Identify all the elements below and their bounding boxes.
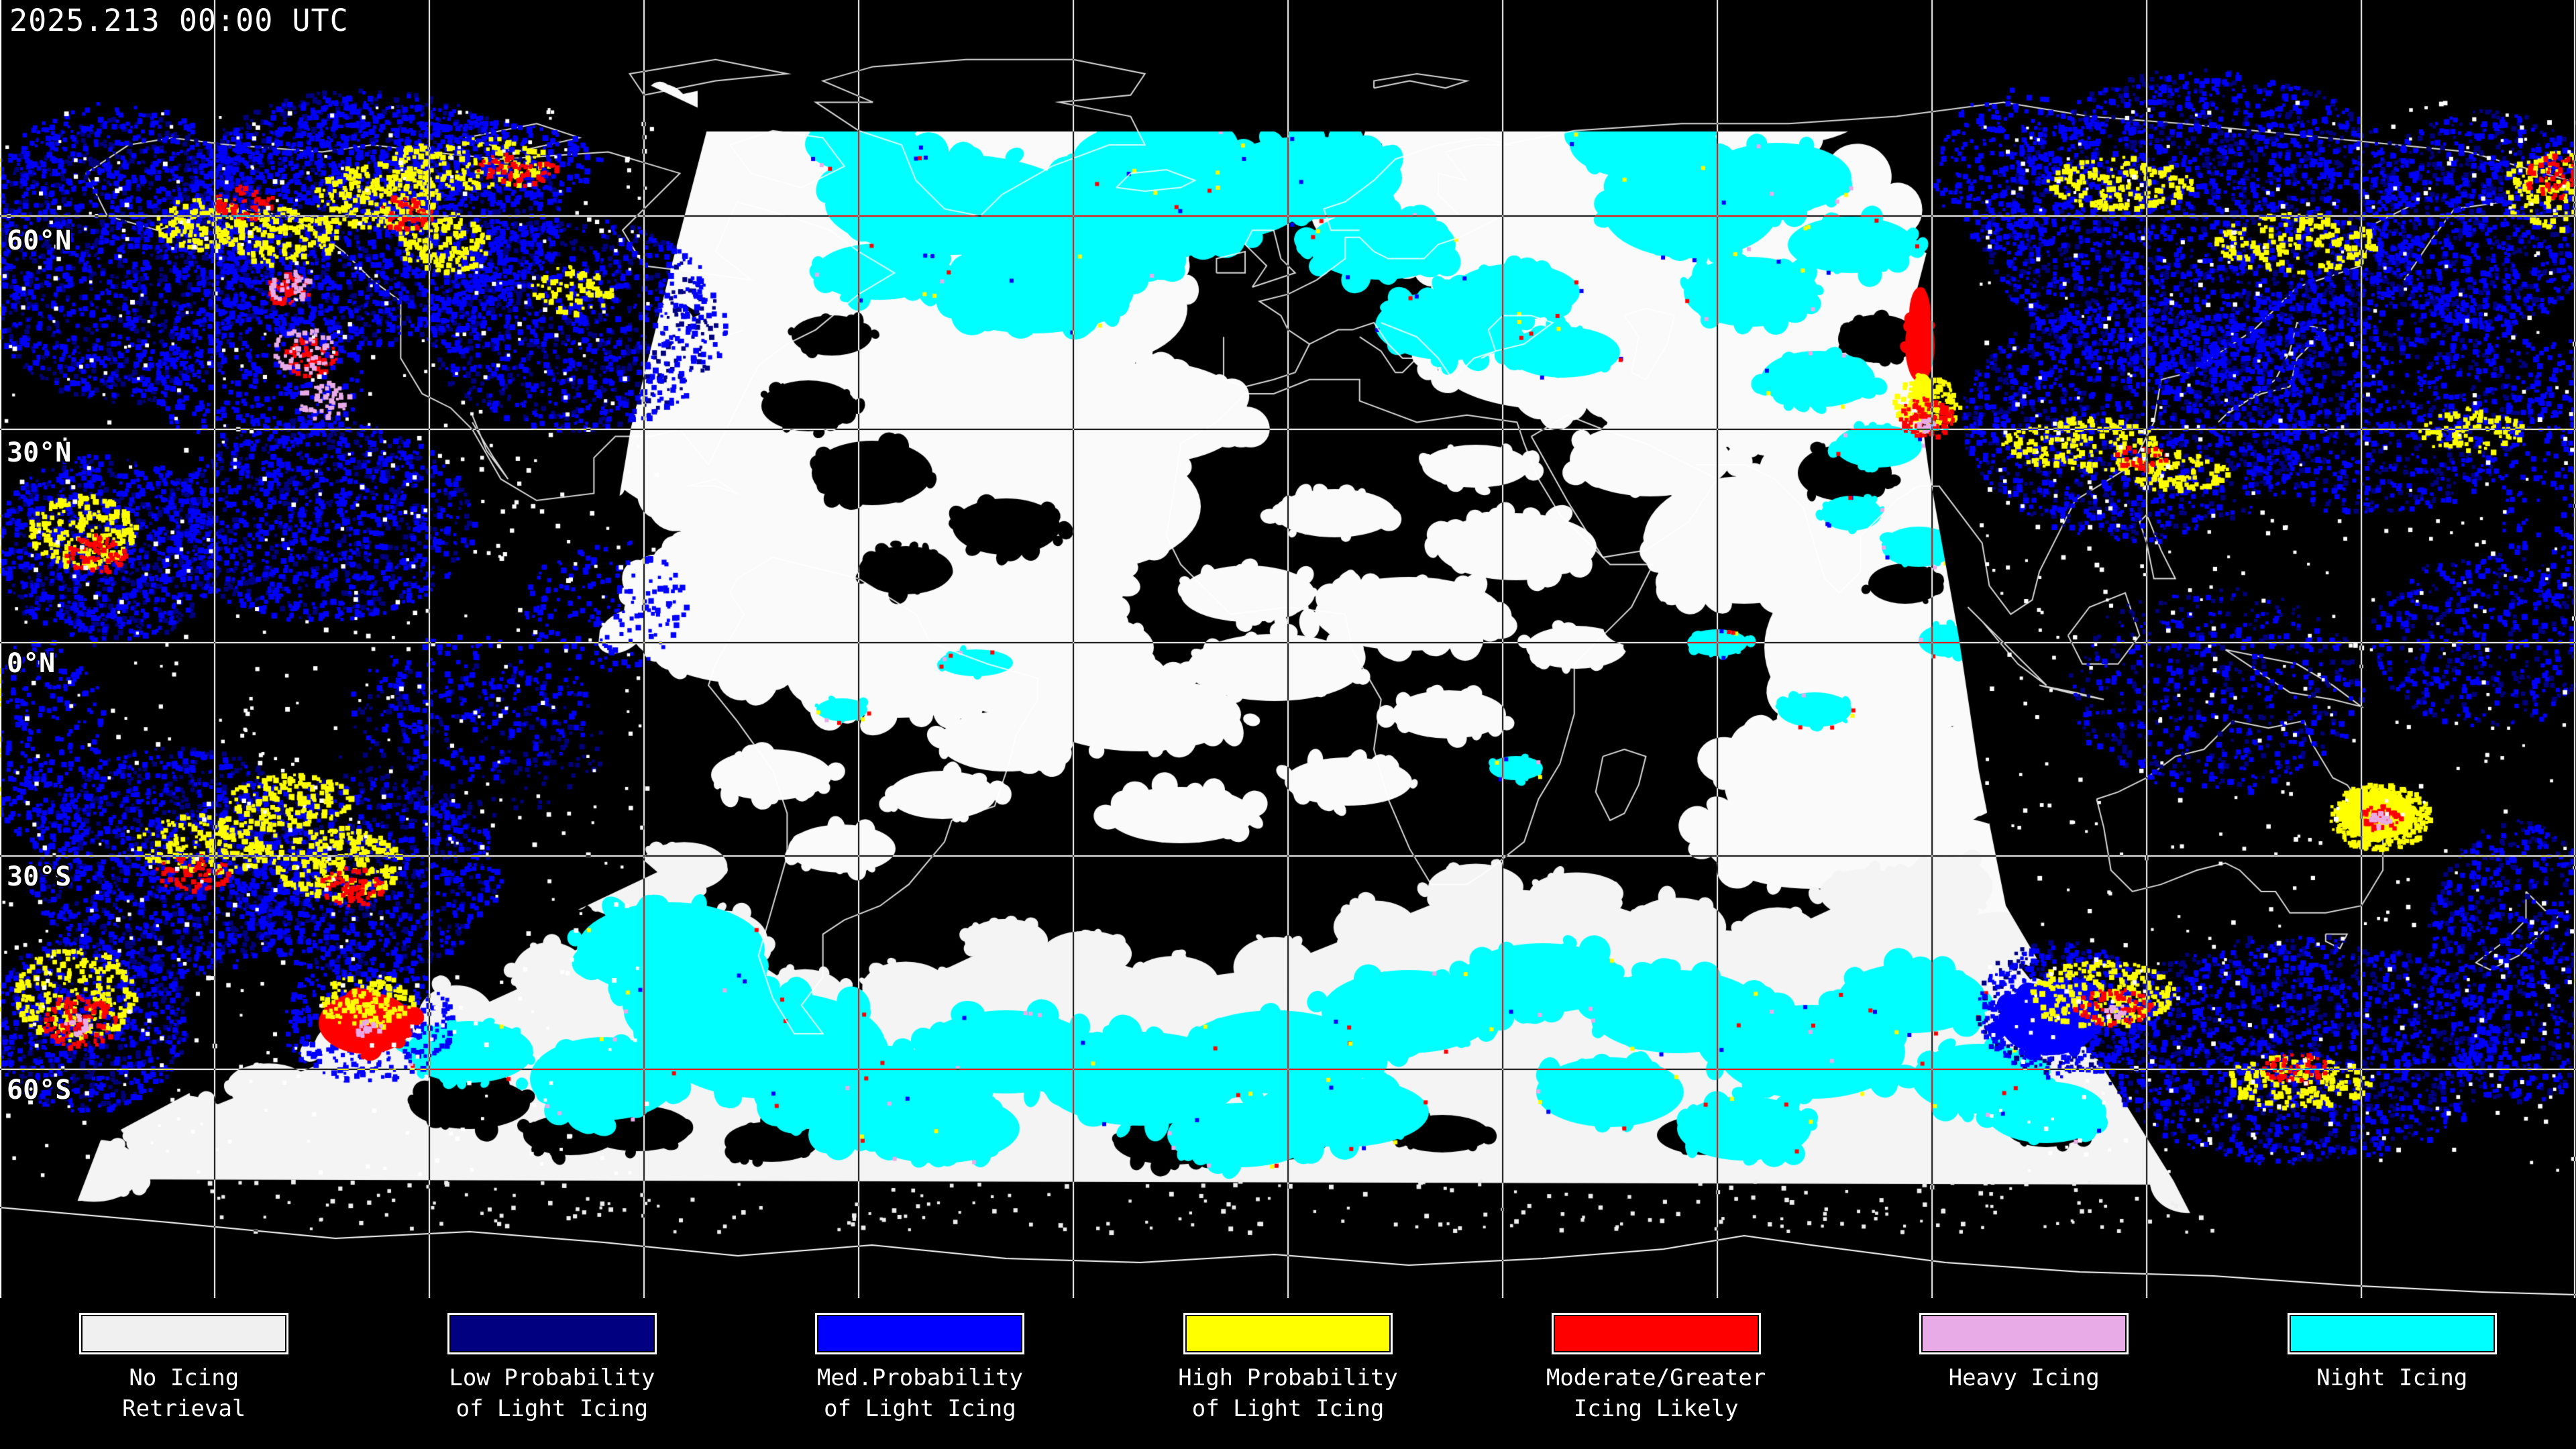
timestamp: 2025.213 00:00 UTC [9,3,349,38]
legend-label: Night Icing [2316,1364,2468,1391]
legend-swatch-med-prob [815,1313,1025,1354]
legend-item-low-prob: Low Probability of Light Icing [368,1298,737,1449]
lat-label-30s: 30°S [7,861,72,892]
lat-label-0n: 0°N [7,648,56,679]
legend-swatch-low-prob [447,1313,657,1354]
legend-swatch-no-icing [79,1313,289,1354]
legend-item-night: Night Icing [2208,1298,2576,1449]
legend: No Icing Retrieval Low Probability of Ligh… [0,1298,2576,1449]
legend-swatch-heavy [1919,1313,2129,1354]
legend-item-no-icing: No Icing Retrieval [0,1298,368,1449]
legend-label: No Icing Retrieval [122,1364,246,1422]
legend-item-heavy: Heavy Icing [1840,1298,2208,1449]
lat-label-30n: 30°N [7,437,72,468]
legend-swatch-moderate [1551,1313,1761,1354]
legend-label: Moderate/Greater Icing Likely [1546,1364,1766,1422]
legend-item-med-prob: Med.Probability of Light Icing [736,1298,1104,1449]
legend-label: High Probability of Light Icing [1178,1364,1398,1422]
lat-label-60n: 60°N [7,225,72,256]
legend-item-high-prob: High Probability of Light Icing [1104,1298,1472,1449]
icing-map-canvas [0,0,2576,1298]
legend-swatch-high-prob [1183,1313,1393,1354]
legend-swatch-night [2287,1313,2497,1354]
lat-label-60s: 60°S [7,1075,72,1106]
legend-label: Low Probability of Light Icing [449,1364,655,1422]
legend-item-moderate: Moderate/Greater Icing Likely [1472,1298,1840,1449]
legend-label: Heavy Icing [1948,1364,2100,1391]
legend-label: Med.Probability of Light Icing [816,1364,1023,1422]
